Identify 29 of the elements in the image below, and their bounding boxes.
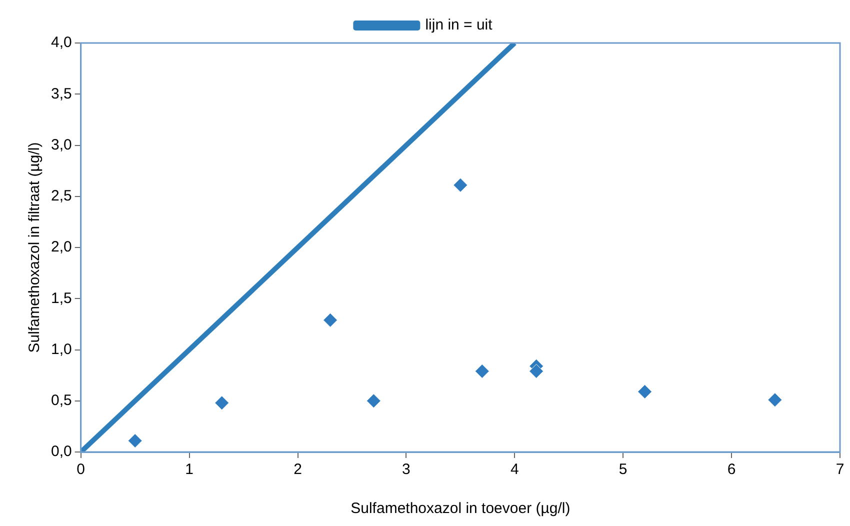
point (323, 312, 338, 328)
legend-label: lijn in = uit (425, 16, 494, 34)
y-tick-label: 2,0 (50, 238, 72, 256)
point (474, 364, 490, 378)
x-tick-label: 7 (836, 461, 844, 478)
point (214, 396, 230, 410)
point (768, 392, 782, 408)
y-tick-label: 0,5 (50, 392, 72, 410)
point (638, 384, 652, 399)
y-tick-label: 1,5 (50, 290, 72, 307)
x-tick-label: 2 (294, 461, 302, 478)
point (529, 364, 544, 378)
point (128, 434, 142, 448)
y-tick-label: 4,0 (50, 34, 72, 52)
y-axis-title: Sulfamethoxazol in filtraat (µg/l) (26, 142, 44, 353)
y-tick-label: 2,5 (50, 188, 72, 205)
x-tick-label: 3 (402, 461, 410, 478)
y-tick-label: 1,0 (50, 340, 72, 358)
y-tick-label: 3,5 (50, 85, 72, 102)
point (453, 178, 468, 192)
y-tick-label: 0,0 (50, 443, 72, 460)
x-tick-label: 4 (510, 461, 519, 478)
point (366, 394, 381, 408)
x-tick-label: 1 (185, 461, 194, 478)
y-tick-label: 3,0 (50, 136, 72, 154)
x-tick-label: 0 (76, 461, 86, 478)
x-axis-title: Sulfamethoxazol in toevoer (µg/l) (350, 500, 570, 518)
x-tick-label: 5 (618, 461, 628, 478)
x-tick-label: 6 (727, 461, 736, 478)
